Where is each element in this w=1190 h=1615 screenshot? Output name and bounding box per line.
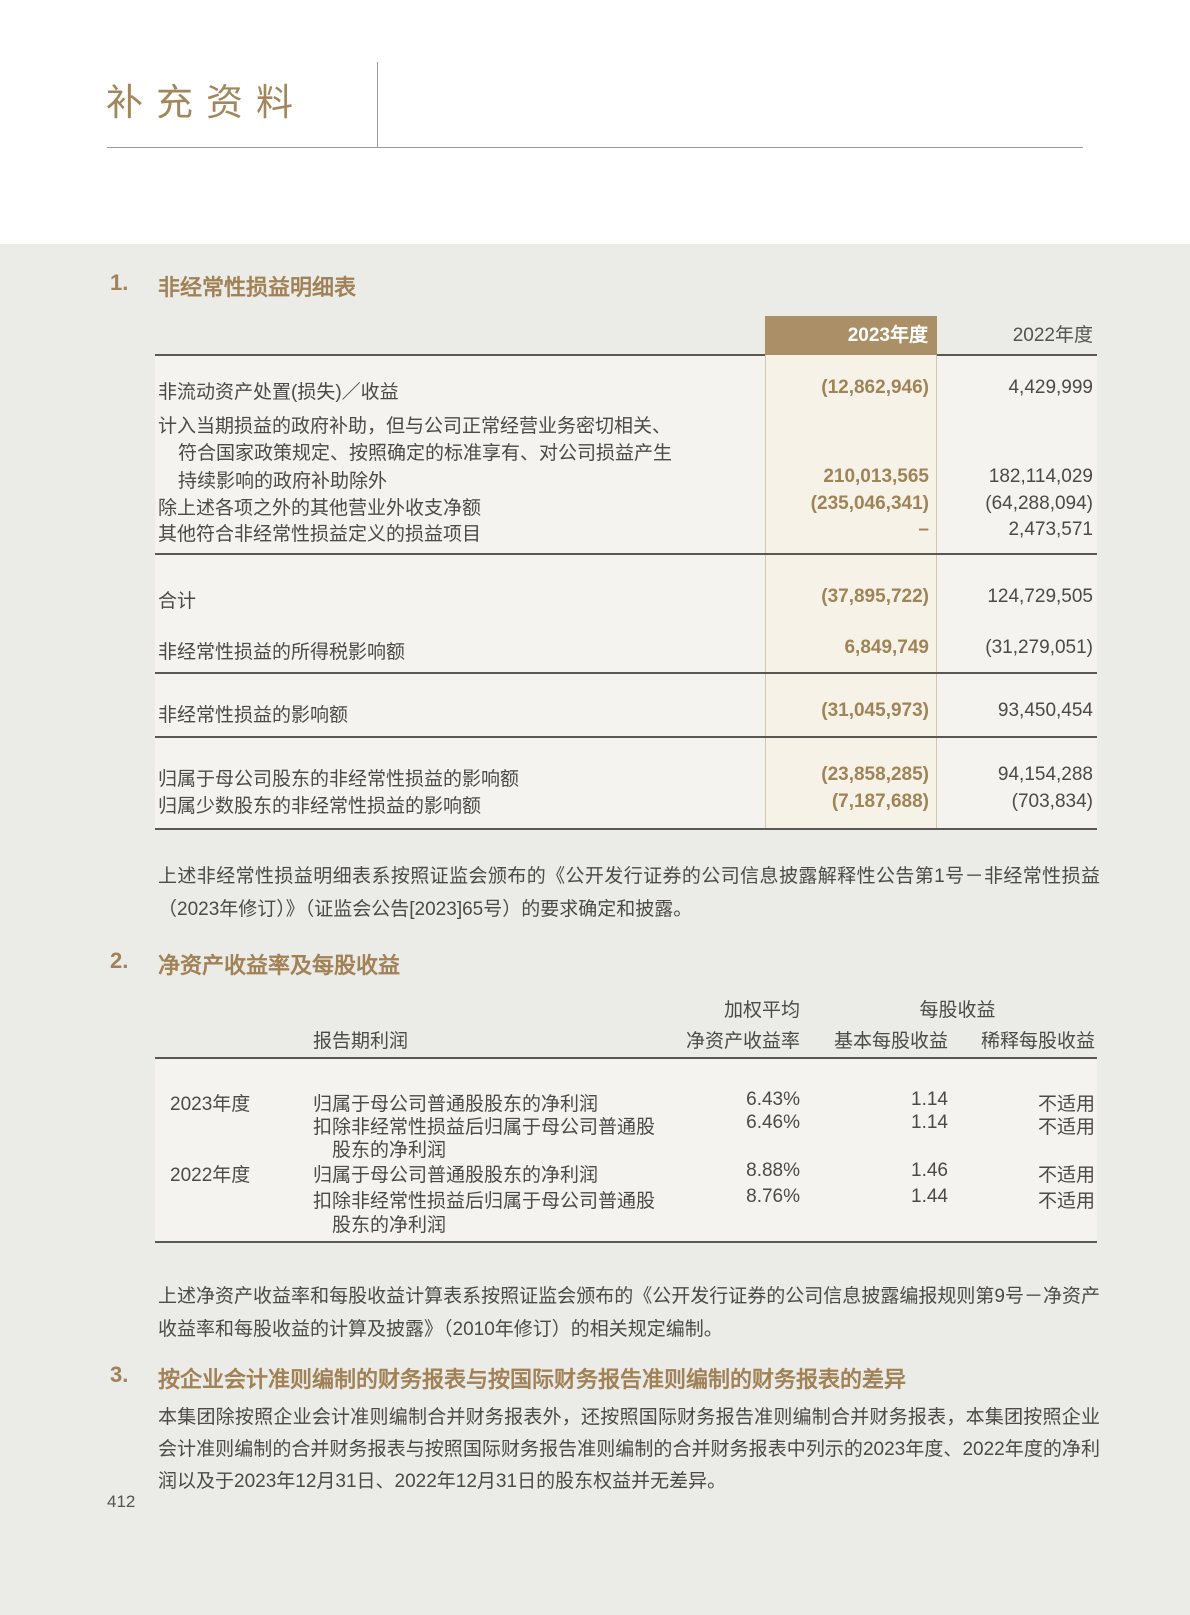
table2-row-basic-eps: 1.14 [911,1089,948,1110]
table2-row-roe: 6.46% [746,1112,800,1133]
table1-row-value-2022: 2,473,571 [1008,519,1093,540]
section3-title: 按企业会计准则编制的财务报表与按国际财务报告准则编制的财务报表的差异 [158,1367,907,1392]
section2-note: 上述净资产收益率和每股收益计算表系按照证监会颁布的《公开发行证券的公司信息披露编… [158,1286,1100,1340]
table1-row-label-line3: 持续影响的政府补助除外 [178,471,388,492]
page-number: 412 [107,1492,136,1511]
table1-rule-1 [155,553,1097,555]
section1-number: 1. [110,270,129,295]
page-title: 补充资料 [106,83,306,124]
table2-row-roe: 8.76% [746,1186,800,1207]
table2-row-desc: 归属于母公司普通股股东的净利润 [313,1094,599,1115]
table1-bottom-rule [155,828,1097,830]
table2-background [155,1058,1097,1242]
table2-row-roe: 8.88% [746,1160,800,1181]
section2-number: 2. [110,948,129,973]
table1-top-rule-left [155,354,765,356]
table1-row-label-line2: 符合国家政策规定、按照确定的标准享有、对公司损益产生 [178,443,673,464]
table1-row-label: 归属于母公司股东的非经常性损益的影响额 [158,769,520,790]
table1-row-value-2023: (31,045,973) [821,700,929,721]
table1-row-label: 其他符合非经常性损益定义的损益项目 [158,524,482,545]
table1-total-value-2023: (37,895,722) [821,586,929,607]
table2-year-label: 2022年度 [170,1165,251,1186]
section1-title: 非经常性损益明细表 [158,275,357,300]
table2-row-desc: 归属于母公司普通股股东的净利润 [313,1165,599,1186]
table2-row-desc-line2: 股东的净利润 [332,1215,447,1236]
table1-row-value-2022: 182,114,029 [988,466,1093,487]
table2-row-diluted-eps: 不适用 [1037,1191,1095,1212]
table1-row-label: 除上述各项之外的其他营业外收支净额 [158,498,482,519]
table1-row-value-2022: 4,429,999 [1008,377,1093,398]
table1-total-label: 合计 [158,591,197,612]
table1-background [155,355,1097,829]
table2-row-desc-line1: 扣除非经常性损益后归属于母公司普通股 [313,1117,656,1138]
table2-top-rule [155,1057,1097,1059]
table2-row-desc-line2: 股东的净利润 [332,1140,447,1161]
table2-row-diluted-eps: 不适用 [1037,1094,1095,1115]
table2-group-header-weighted: 加权平均 [723,1000,800,1021]
table1-row-value-2023: 210,013,565 [823,466,929,487]
table1-row-label: 非经常性损益的所得税影响额 [158,642,406,663]
table1-row-value-2023: (12,862,946) [821,377,929,398]
table1-total-value-2022: 124,729,505 [987,586,1093,607]
table1-2023-column-highlight [765,355,937,829]
table1-row-value-2022: 93,450,454 [997,700,1093,721]
table2-bottom-rule [155,1241,1097,1243]
table2-row-basic-eps: 1.46 [911,1160,948,1181]
table1-row-label: 归属少数股东的非经常性损益的影响额 [158,796,482,817]
section1-note: 上述非经常性损益明细表系按照证监会颁布的《公开发行证券的公司信息披露解释性公告第… [158,866,1100,920]
section3-body: 本集团除按照企业会计准则编制合并财务报表外，还按照国际财务报告准则编制合并财务报… [158,1407,1100,1492]
table2-row-desc-line1: 扣除非经常性损益后归属于母公司普通股 [313,1191,656,1212]
table2-col-header-roe: 净资产收益率 [685,1031,800,1052]
table2-col-header-diluted: 稀释每股收益 [980,1031,1095,1052]
table2-year-label: 2023年度 [170,1094,251,1115]
table2-col-header-profit: 报告期利润 [313,1031,409,1052]
table2-col-header-basic: 基本每股收益 [833,1031,948,1052]
table1-row-label-line1: 计入当期损益的政府补助，但与公司正常经营业务密切相关、 [158,416,672,437]
table1-rule-2 [155,672,1097,674]
table1-row-value-2022: (31,279,051) [985,637,1093,658]
table1-top-rule-right [937,354,1097,356]
table1-row-value-2022: (703,834) [1011,791,1093,812]
table1-row-value-2023: – [918,519,929,540]
table1-row-label: 非流动资产处置(损失)／收益 [158,382,399,403]
section2-title: 净资产收益率及每股收益 [158,953,401,978]
table2-row-diluted-eps: 不适用 [1037,1165,1095,1186]
table2-group-header-eps: 每股收益 [919,1000,996,1021]
table1-row-value-2023: (7,187,688) [831,791,929,812]
table2-row-basic-eps: 1.44 [911,1186,948,1207]
table1-header-2022: 2022年度 [1012,325,1093,346]
table1-rule-3 [155,736,1097,738]
header-vertical-divider [377,62,378,147]
section3-number: 3. [110,1362,129,1387]
table1-row-label: 非经常性损益的影响额 [158,705,349,726]
table1-row-value-2022: (64,288,094) [985,493,1093,514]
table1-row-value-2022: 94,154,288 [997,764,1093,785]
table2-row-diluted-eps: 不适用 [1037,1117,1095,1138]
table1-row-value-2023: 6,849,749 [844,637,929,658]
table1-row-value-2023: (23,858,285) [821,764,929,785]
table2-row-roe: 6.43% [746,1089,800,1110]
table1-header-2023: 2023年度 [765,316,937,355]
table2-row-basic-eps: 1.14 [911,1112,948,1133]
header-horizontal-divider [107,147,1083,148]
table1-row-value-2023: (235,046,341) [810,493,929,514]
